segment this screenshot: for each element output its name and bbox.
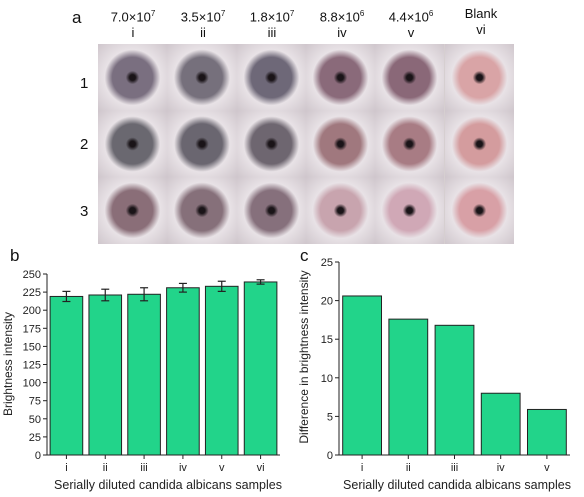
chart-b-y-label: Brightness intensity bbox=[1, 312, 15, 416]
chart-b-bar-i bbox=[49, 295, 84, 456]
chart-b-ytick-label: 125 bbox=[23, 360, 41, 372]
chart-c-ytick-label: 5 bbox=[327, 411, 333, 423]
row-label-2: 2 bbox=[80, 136, 89, 153]
petri-dish-1-ii bbox=[167, 44, 237, 111]
petri-dish-3-ii bbox=[167, 177, 237, 245]
row-label-1: 1 bbox=[80, 75, 89, 92]
chart-b-ytick-label: 0 bbox=[35, 450, 41, 462]
concentration-header-vi: Blank vi bbox=[446, 6, 516, 38]
concentration-value: 7.0×10 bbox=[110, 9, 151, 25]
chart-c-xtick-label: i bbox=[361, 462, 363, 474]
chart-b-xtick-label: iv bbox=[179, 462, 187, 474]
petri-dish-3-vi bbox=[444, 177, 514, 245]
concentration-value: 4.4×10 bbox=[388, 9, 429, 25]
chart-b-xtick-label: i bbox=[65, 462, 67, 474]
chart-b-x-label: Serially diluted candida albicans sample… bbox=[54, 478, 282, 492]
chart-c-ytick-label: 20 bbox=[321, 296, 333, 308]
panel-a-letter: a bbox=[72, 8, 82, 27]
chart-c-ytick-label: 25 bbox=[321, 257, 333, 269]
petri-dish-1-iv bbox=[305, 44, 376, 111]
chart-b-ytick-label: 100 bbox=[23, 378, 41, 390]
concentration-exponent: 7 bbox=[220, 9, 226, 18]
column-numeral: v bbox=[407, 25, 415, 41]
chart-c-bar-i bbox=[342, 295, 383, 456]
concentration-exponent: 7 bbox=[289, 9, 295, 18]
chart-c-bar-iii bbox=[434, 324, 475, 456]
concentration-header-ii: 3.5×107 ii bbox=[168, 6, 238, 41]
chart-b-ytick-label: 150 bbox=[23, 341, 41, 353]
column-numeral: ii bbox=[200, 25, 206, 41]
petri-dish-3-iii bbox=[236, 177, 306, 245]
petri-dish-2-iii bbox=[236, 110, 306, 178]
concentration-header-i: 7.0×107 i bbox=[98, 6, 168, 41]
chart-b-ytick-label: 200 bbox=[23, 305, 41, 317]
petri-dish-2-i bbox=[98, 110, 168, 178]
concentration-header-iv: 8.8×106 iv bbox=[307, 6, 377, 41]
column-numeral: i bbox=[131, 25, 135, 41]
chart-c-ytick-label: 0 bbox=[327, 450, 333, 462]
chart-b-bar-iv bbox=[166, 287, 200, 456]
petri-dish-3-iv bbox=[305, 177, 376, 245]
concentration-exponent: 7 bbox=[150, 9, 156, 18]
chart-b-xtick-label: iii bbox=[140, 462, 147, 474]
chart-c-xtick-label: ii bbox=[406, 462, 411, 474]
petri-dish-1-v bbox=[375, 44, 445, 111]
chart-b-ytick-label: 225 bbox=[23, 287, 41, 299]
petri-dish-2-ii bbox=[167, 110, 237, 178]
column-numeral: iii bbox=[267, 25, 277, 41]
column-numeral: iv bbox=[337, 25, 347, 41]
chart-b-ytick-label: 175 bbox=[23, 323, 41, 335]
chart-c-bar-v bbox=[526, 408, 567, 456]
chart-b-bar-vi bbox=[243, 281, 278, 456]
concentration-exponent: 6 bbox=[428, 9, 434, 18]
chart-c-xtick-label: iv bbox=[497, 462, 505, 474]
chart-b-ytick-label: 25 bbox=[29, 432, 41, 444]
chart-b-xtick-label: ii bbox=[103, 462, 108, 474]
chart-c-bar-iv bbox=[480, 392, 521, 456]
petri-dish-grid bbox=[98, 44, 514, 245]
chart-b-xtick-label: v bbox=[219, 462, 225, 474]
petri-dish-1-i bbox=[98, 44, 168, 111]
petri-dish-3-v bbox=[375, 177, 445, 245]
petri-dish-2-iv bbox=[305, 110, 376, 178]
petri-dish-1-iii bbox=[236, 44, 306, 111]
concentration-value: 3.5×10 bbox=[180, 9, 221, 25]
concentration-value: 8.8×10 bbox=[319, 9, 360, 25]
concentration-exponent: 6 bbox=[359, 9, 365, 18]
chart-c-bar-ii bbox=[388, 318, 429, 456]
chart-b-bar-ii bbox=[88, 294, 123, 456]
concentration-value: Blank bbox=[464, 6, 498, 21]
chart-c-ytick-label: 15 bbox=[321, 334, 333, 346]
concentration-header-v: 4.4×106 v bbox=[376, 6, 446, 41]
panel-b-letter: b bbox=[10, 246, 20, 265]
chart-b-ytick-label: 75 bbox=[29, 396, 41, 408]
concentration-value: 1.8×10 bbox=[249, 9, 290, 25]
petri-dish-2-vi bbox=[444, 110, 514, 178]
concentration-header-iii: 1.8×107 iii bbox=[237, 6, 307, 41]
chart-c-y-label: Difference in brightness intensity bbox=[297, 270, 311, 443]
chart-c-x-label: Serially diluted candida albicans sample… bbox=[343, 478, 571, 492]
petri-dish-3-i bbox=[98, 177, 168, 245]
petri-dish-2-v bbox=[375, 110, 445, 178]
column-numeral: vi bbox=[476, 22, 486, 37]
row-label-3: 3 bbox=[80, 203, 89, 220]
chart-c-ytick-label: 10 bbox=[321, 373, 333, 385]
chart-b-ytick-label: 250 bbox=[23, 269, 41, 281]
chart-b-ytick-label: 50 bbox=[29, 414, 41, 426]
chart-b-bar-v bbox=[204, 285, 239, 456]
petri-dish-1-vi bbox=[444, 44, 514, 111]
panel-c-letter: c bbox=[300, 246, 309, 265]
chart-c-xtick-label: iii bbox=[451, 462, 458, 474]
chart-b-xtick-label: vi bbox=[257, 462, 265, 474]
chart-b-bar-iii bbox=[127, 293, 161, 456]
chart-c-xtick-label: v bbox=[544, 462, 550, 474]
